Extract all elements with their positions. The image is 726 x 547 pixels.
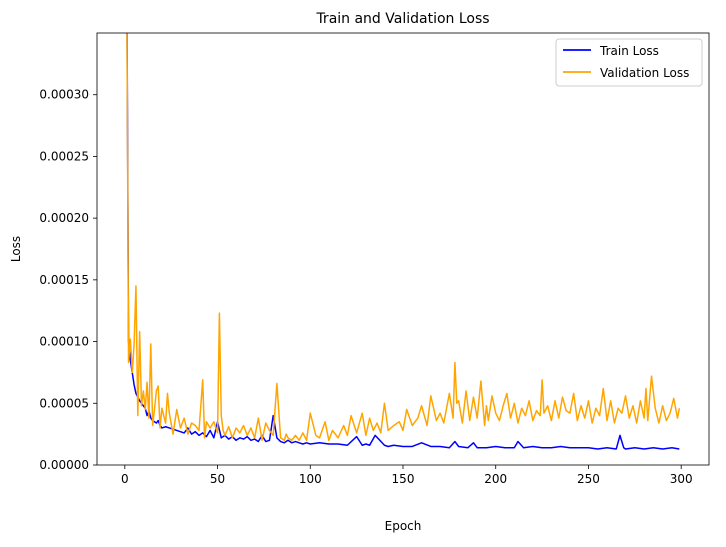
x-tick-label: 0 [121,472,129,486]
x-axis-label: Epoch [385,519,422,533]
series-lines [126,33,681,450]
x-tick-label: 150 [392,472,415,486]
y-axis-label: Loss [9,236,23,262]
y-tick-label: 0.00020 [39,211,89,225]
y-tick-label: 0.00010 [39,335,89,349]
validation-loss-line [126,33,681,442]
y-tick-label: 0.00025 [39,149,89,163]
x-tick-label: 250 [577,472,600,486]
train-loss-line [126,33,680,450]
legend-label-validation: Validation Loss [600,66,689,80]
x-tick-label: 100 [299,472,322,486]
y-tick-label: 0.00015 [39,273,89,287]
x-tick-label: 50 [210,472,225,486]
legend-box [555,38,703,87]
chart-title: Train and Validation Loss [315,11,489,27]
x-tick-label: 200 [484,472,507,486]
legend-label-train: Train Loss [599,44,659,58]
y-tick-label: 0.00005 [39,396,89,410]
x-tick-label: 300 [670,472,693,486]
plot-frame [96,32,710,466]
y-tick-label: 0.00030 [39,88,89,102]
plot-area [97,33,709,465]
y-tick-label: 0.00000 [39,458,89,472]
axis-ticks: 0 50 100 150 200 250 300 0.00000 0.00005 0.00010 0… [39,88,692,486]
legend: Train Loss Validation Loss [555,38,703,87]
